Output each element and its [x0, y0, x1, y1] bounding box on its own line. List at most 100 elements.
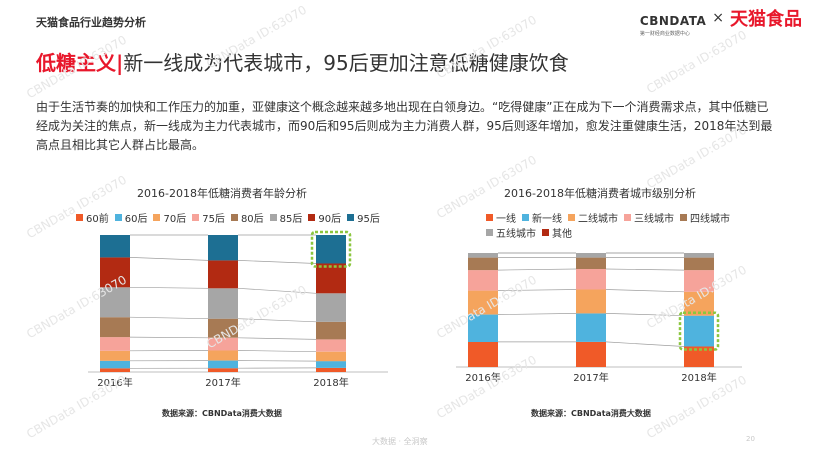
cbndata-logo-text: CBNDATA [639, 14, 707, 28]
bar-segment [100, 257, 130, 288]
x-tick-label: 2018年 [681, 371, 716, 384]
bar-segment [316, 361, 346, 368]
bar-segment [316, 351, 346, 362]
legend-label: 其他 [552, 229, 572, 240]
bar-segment [468, 257, 498, 271]
legend-label: 60后 [124, 214, 148, 225]
legend-label: 85后 [279, 214, 303, 225]
bar-segment [468, 253, 498, 258]
legend-swatch [347, 214, 355, 221]
cbndata-logo: CBNDATA 第一财经商业数据中心 [640, 10, 706, 37]
connector-line [237, 337, 317, 340]
legend-item: 60前 [76, 210, 109, 225]
bar-segment [576, 257, 606, 269]
city-chart-legend: 一线 新一线 二线城市 三线城市 四线城市五线城市 其他 [486, 210, 746, 240]
headline-keyword: 低糖主义 [36, 51, 116, 75]
bar-segment [316, 321, 346, 340]
legend-swatch [230, 214, 238, 221]
bar-segment [100, 360, 130, 369]
bar-segment [100, 350, 130, 361]
bar-segment [100, 337, 130, 351]
legend-item: 一线 [486, 210, 516, 225]
legend-item: 三线城市 [624, 210, 674, 225]
bar-segment [316, 339, 346, 352]
legend-item: 二线城市 [568, 210, 618, 225]
bar-segment [576, 289, 606, 314]
connector-line [237, 260, 317, 264]
city-chart: 2016年 2017年 2018年 [456, 252, 742, 384]
legend-item: 新一线 [522, 210, 562, 225]
legend-swatch [308, 214, 316, 221]
legend-swatch [624, 214, 631, 221]
connector-line [129, 316, 209, 320]
bar-segment [100, 317, 130, 338]
legend-swatch [568, 214, 575, 221]
intro-paragraph: 由于生活节奏的加快和工作压力的加重，亚健康这个概念越来越多地出现在白领身边。“吃… [36, 100, 773, 152]
city-chart-source: 数据来源：CBNData消费大数据 [531, 409, 651, 418]
header-title: 天猫食品行业趋势分析 [36, 16, 146, 29]
legend-swatch [192, 214, 200, 221]
legend-item: 其他 [542, 225, 572, 240]
bar-segment [684, 257, 714, 271]
highlight-box [678, 311, 720, 351]
bar-segment [208, 235, 238, 261]
city-chart-title: 2016-2018年低糖消费者城市级别分析 [504, 187, 696, 200]
legend-label: 五线城市 [496, 229, 536, 240]
bar-segment [208, 260, 238, 289]
connector-line [497, 313, 577, 315]
age-chart: 2016年 2017年 2018年 [88, 230, 388, 389]
bar-segment [684, 315, 714, 347]
legend-item: 75后 [192, 210, 225, 225]
legend-item: 85后 [269, 210, 303, 225]
bar-segment [684, 291, 714, 316]
legend-label: 90后 [318, 214, 342, 225]
legend-label: 一线 [496, 214, 516, 225]
legend-label: 75后 [202, 214, 225, 225]
bar-segment [576, 341, 606, 367]
legend-label: 60前 [86, 214, 109, 225]
bar-segment [208, 337, 238, 351]
bar-segment [208, 288, 238, 319]
legend-item: 90后 [308, 210, 341, 225]
legend-swatch [486, 214, 493, 221]
bar-segment [208, 318, 238, 338]
bar-segment [468, 290, 498, 315]
bar-segment [684, 346, 714, 367]
bar-segment [316, 367, 346, 372]
bar-segment [316, 235, 346, 264]
bar-segment [316, 293, 346, 322]
age-chart-title: 2016-2018年低糖消费者年龄分析 [137, 187, 307, 200]
background-watermark: CBNData ID:63070 [644, 27, 749, 97]
bar-segment [208, 360, 238, 369]
bar-segment [316, 263, 346, 294]
bar-segment [468, 270, 498, 291]
bar-segment [468, 341, 498, 367]
legend-swatch [114, 214, 122, 221]
bar-segment [468, 314, 498, 342]
connector-line [497, 268, 577, 271]
age-chart-source: 数据来源：CBNData消费大数据 [162, 409, 282, 418]
page-number: 20 [746, 435, 755, 443]
legend-label: 四线城市 [690, 214, 730, 225]
bar-segment [100, 368, 130, 372]
connector-line [605, 341, 685, 347]
legend-swatch [76, 214, 83, 221]
highlight-box [310, 230, 352, 268]
bar-segment [100, 287, 130, 318]
bar-segment [576, 253, 606, 258]
legend-label: 三线城市 [634, 214, 674, 225]
x-tick-label: 2016年 [97, 376, 132, 389]
brand-cross: × [712, 10, 724, 26]
bar-segment [100, 235, 130, 258]
legend-item: 80后 [230, 210, 264, 225]
bar-segment [208, 368, 238, 372]
bar-segment [684, 270, 714, 292]
legend-swatch [680, 214, 687, 221]
connector-line [605, 268, 685, 271]
connector-line [605, 289, 685, 293]
legend-item: 五线城市 [486, 225, 536, 240]
connector-line [237, 318, 317, 323]
legend-swatch [153, 214, 161, 221]
headline-divider: | [116, 51, 124, 75]
legend-item: 60后 [114, 210, 148, 225]
